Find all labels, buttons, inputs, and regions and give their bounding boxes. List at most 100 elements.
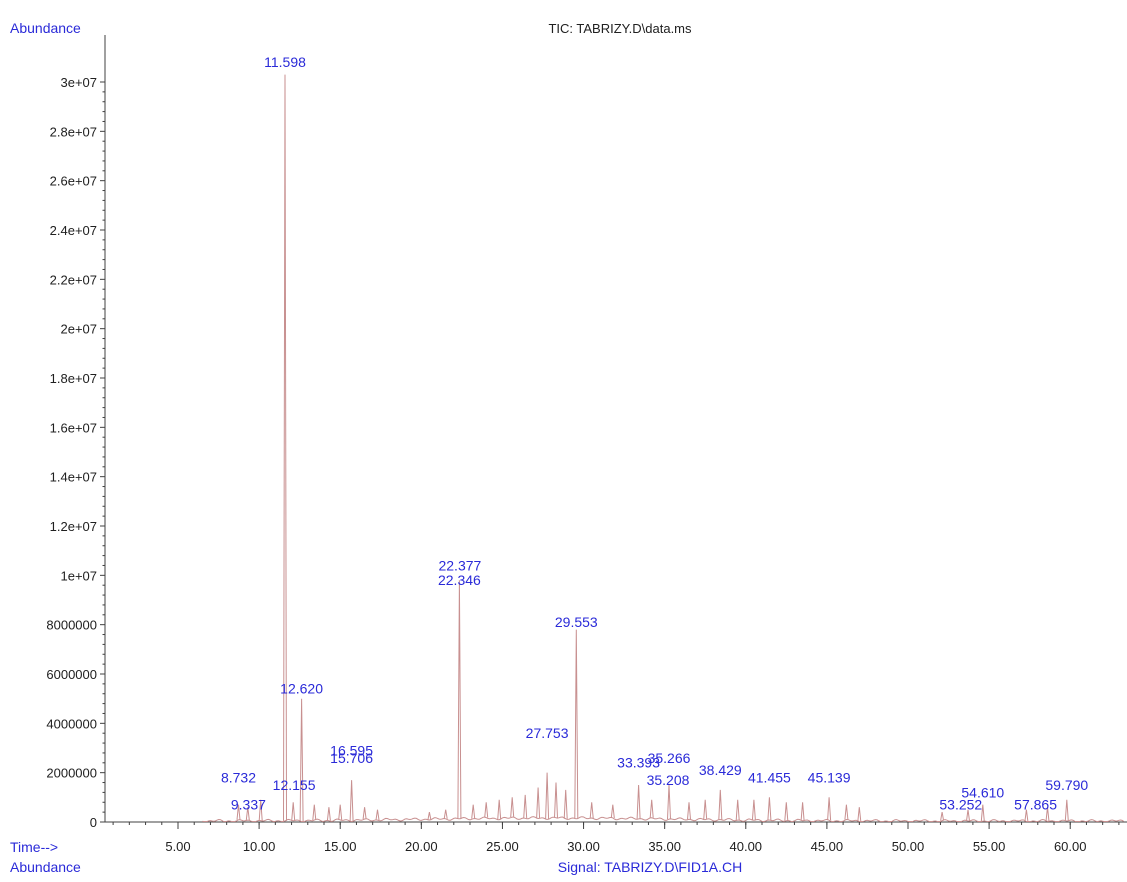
x-tick-label: 60.00 [1054, 839, 1087, 854]
y-tick-label: 2.4e+07 [50, 223, 97, 238]
peak-label: 11.598 [264, 54, 306, 70]
peak [767, 797, 772, 821]
footer-signal-label: Signal: TABRIZY.D\FID1A.CH [558, 859, 742, 875]
peak [484, 802, 489, 818]
peak-label: 29.553 [555, 614, 598, 630]
y-tick-label: 4000000 [46, 716, 97, 731]
peak [1064, 799, 1069, 822]
peak [751, 799, 756, 821]
peak-label: 8.732 [221, 770, 256, 786]
peak-label: 45.139 [808, 770, 851, 786]
peak [718, 789, 723, 820]
y-tick-label: 1.2e+07 [50, 519, 97, 534]
peak-label: 9.337 [231, 797, 266, 813]
peak [236, 804, 241, 820]
peak [589, 802, 594, 819]
x-tick-label: 45.00 [811, 839, 844, 854]
x-tick-label: 5.00 [165, 839, 190, 854]
peak [245, 807, 250, 821]
peak [574, 629, 579, 819]
peak-label: 27.753 [526, 725, 569, 741]
y-axis-label: Abundance [10, 20, 81, 36]
y-tick-label: 2000000 [46, 766, 97, 781]
peak [326, 807, 331, 821]
x-tick-label: 50.00 [892, 839, 925, 854]
peak [1045, 807, 1050, 822]
peak [497, 799, 502, 820]
peak [510, 797, 515, 818]
peak [362, 807, 367, 820]
chart-title: TIC: TABRIZY.D\data.ms [548, 21, 692, 36]
x-tick-label: 15.00 [324, 839, 357, 854]
peak [857, 807, 862, 822]
peak [443, 809, 448, 819]
peak-label: 38.429 [699, 762, 742, 778]
peak [980, 804, 985, 822]
y-tick-label: 1.6e+07 [50, 420, 97, 435]
peak [940, 812, 945, 821]
peak-label: 53.252 [939, 797, 982, 813]
x-tick-label: 40.00 [730, 839, 763, 854]
peak-label: 15.706 [330, 750, 373, 766]
peak-label: 16.595 [330, 742, 373, 758]
peak-label: 33.393 [617, 755, 660, 771]
peak-label: 35.208 [647, 772, 690, 788]
y-tick-label: 2.6e+07 [50, 174, 97, 189]
peak [338, 804, 343, 820]
peak-label: 57.865 [1014, 797, 1057, 813]
trace [202, 74, 1125, 823]
x-tick-label: 25.00 [486, 839, 519, 854]
peak [291, 802, 296, 821]
y-tick-label: 1e+07 [60, 568, 97, 583]
y-tick-label: 0 [90, 815, 97, 830]
peak-label: 22.377 [438, 557, 481, 573]
x-tick-label: 55.00 [973, 839, 1006, 854]
x-axis-label: Time--> [10, 839, 58, 855]
peak [375, 809, 380, 821]
peak [545, 772, 550, 820]
peak [636, 784, 641, 819]
axes: 0 2000000 4000000 6000000 8000000 1e+07 1.2e+0… [46, 35, 1127, 854]
y-tick-label: 3e+07 [60, 75, 97, 90]
peak [800, 802, 805, 821]
peak [703, 799, 708, 820]
peak-label: 41.455 [748, 770, 791, 786]
peak [554, 782, 558, 818]
y-tick-label: 6000000 [46, 667, 97, 682]
x-tick-label: 30.00 [567, 839, 600, 854]
y-tick-label: 1.4e+07 [50, 470, 97, 485]
peak [610, 804, 615, 818]
footer-abundance-label: Abundance [10, 859, 81, 875]
peak [649, 799, 654, 818]
y-tick-label: 8000000 [46, 618, 97, 633]
peak [457, 580, 462, 819]
peak-label: 59.790 [1045, 777, 1088, 793]
y-tick-label: 2.2e+07 [50, 272, 97, 287]
peak [667, 784, 671, 820]
peak [536, 787, 541, 819]
peak [349, 780, 354, 822]
peak [312, 804, 317, 821]
y-tick-label: 2.8e+07 [50, 124, 97, 139]
peak-label: 12.620 [280, 681, 323, 697]
peak [784, 802, 789, 821]
baseline-trace [202, 816, 1125, 823]
peak [827, 797, 832, 821]
x-tick-label: 20.00 [405, 839, 438, 854]
peak [735, 799, 740, 821]
peak-label: 22.346 [438, 572, 481, 588]
peak [299, 698, 304, 822]
peak [563, 789, 568, 819]
peak [427, 812, 432, 821]
peak [1024, 809, 1029, 822]
peak [687, 802, 691, 820]
peak [966, 809, 970, 822]
y-tick-label: 1.8e+07 [50, 371, 97, 386]
y-tick-label: 2e+07 [60, 322, 97, 337]
peak [471, 804, 476, 819]
x-tick-label: 10.00 [243, 839, 276, 854]
peak [283, 74, 287, 821]
peak [523, 794, 528, 819]
